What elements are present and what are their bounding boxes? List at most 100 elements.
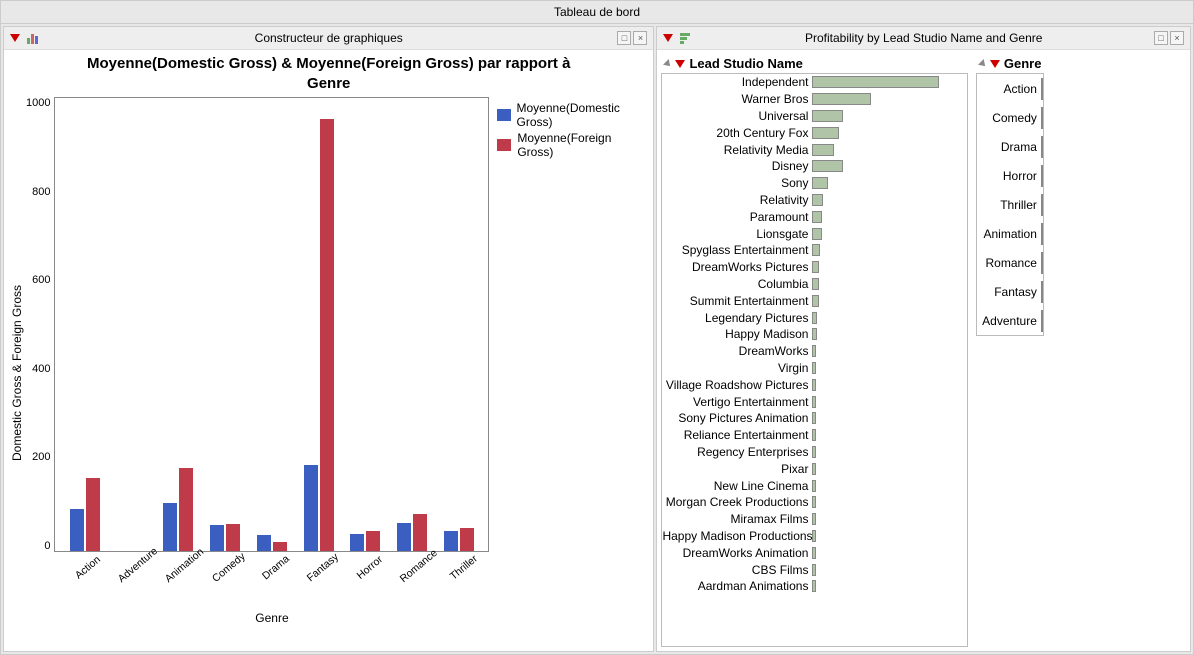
section-header[interactable]: Lead Studio Name (661, 54, 967, 73)
hbar-label: New Line Cinema (662, 479, 812, 493)
x-tick: Thriller (445, 550, 483, 585)
hbar-row[interactable]: Columbia (662, 276, 966, 293)
close-button[interactable]: × (1170, 31, 1184, 45)
hbar-row[interactable]: Reliance Entertainment (662, 427, 966, 444)
hbar-row[interactable]: Horror (977, 161, 1043, 190)
legend-swatch (497, 109, 510, 121)
hbar-row[interactable]: Spyglass Entertainment (662, 242, 966, 259)
hbar-cell (812, 544, 966, 561)
hbar-cell (812, 309, 966, 326)
bar[interactable] (350, 534, 364, 551)
bar[interactable] (304, 465, 318, 551)
hbar-label: DreamWorks Pictures (662, 260, 812, 274)
hbar-label: Happy Madison (662, 327, 812, 341)
bar[interactable] (413, 514, 427, 551)
dropdown-icon[interactable] (10, 34, 20, 42)
hbar-row[interactable]: Legendary Pictures (662, 309, 966, 326)
hbar-cell (1041, 277, 1043, 306)
hbar-cell (812, 108, 966, 125)
chart-title: Moyenne(Domestic Gross) & Moyenne(Foreig… (8, 54, 649, 93)
close-button[interactable]: × (633, 31, 647, 45)
hbar-row[interactable]: Virgin (662, 360, 966, 377)
hbar-label: Independent (662, 75, 812, 89)
hbar-cell (1041, 132, 1043, 161)
bar[interactable] (460, 528, 474, 551)
y-tick: 1000 (26, 97, 50, 109)
hbar-row[interactable]: Disney (662, 158, 966, 175)
bar[interactable] (273, 542, 287, 551)
hbar-cell (812, 124, 966, 141)
legend-item[interactable]: Moyenne(Domestic Gross) (497, 101, 649, 129)
hbar-row[interactable]: DreamWorks (662, 343, 966, 360)
hbar-cell (812, 242, 966, 259)
hbar-row[interactable]: Lionsgate (662, 225, 966, 242)
hbar-row[interactable]: Warner Bros (662, 91, 966, 108)
x-tick: Fantasy (304, 550, 342, 585)
bar[interactable] (70, 509, 84, 551)
genre-section: Genre ActionComedyDramaHorrorThrillerAni… (976, 54, 1186, 647)
hbar (812, 177, 827, 189)
hbar (812, 127, 838, 139)
hbar-row[interactable]: Action (977, 74, 1043, 103)
hbar-chart-icon (679, 31, 693, 45)
hbar-row[interactable]: Vertigo Entertainment (662, 393, 966, 410)
hbar-row[interactable]: Aardman Animations (662, 578, 966, 595)
hbar-label: Village Roadshow Pictures (662, 378, 812, 392)
hbar-label: Columbia (662, 277, 812, 291)
hbar-row[interactable]: Fantasy (977, 277, 1043, 306)
hbar-row[interactable]: New Line Cinema (662, 477, 966, 494)
hbar-row[interactable]: DreamWorks Pictures (662, 259, 966, 276)
hbar-row[interactable]: Sony Pictures Animation (662, 410, 966, 427)
bar[interactable] (320, 119, 334, 551)
bar[interactable] (257, 535, 271, 551)
hbar-row[interactable]: Summit Entertainment (662, 292, 966, 309)
bar[interactable] (163, 503, 177, 551)
hbar-row[interactable]: Sony (662, 175, 966, 192)
hbar-row[interactable]: DreamWorks Animation (662, 544, 966, 561)
hbar-row[interactable]: Pixar (662, 460, 966, 477)
hbar-row[interactable]: Comedy (977, 103, 1043, 132)
legend-item[interactable]: Moyenne(Foreign Gross) (497, 131, 649, 159)
hbar-row[interactable]: Relativity Media (662, 141, 966, 158)
y-tick: 800 (32, 186, 50, 198)
hbar (812, 362, 815, 374)
dropdown-icon[interactable] (675, 60, 685, 68)
hbar-row[interactable]: Drama (977, 132, 1043, 161)
bar[interactable] (397, 523, 411, 551)
dropdown-icon[interactable] (990, 60, 1000, 68)
bar[interactable] (86, 478, 100, 551)
bar[interactable] (226, 524, 240, 551)
bar[interactable] (210, 525, 224, 551)
hbar (812, 144, 834, 156)
hbar-row[interactable]: Adventure (977, 306, 1043, 335)
hbar-label: Warner Bros (662, 92, 812, 106)
hbar-row[interactable]: Happy Madison (662, 326, 966, 343)
bar[interactable] (444, 531, 458, 551)
hbar-row[interactable]: Thriller (977, 190, 1043, 219)
section-header[interactable]: Genre (976, 54, 1186, 73)
hbar-row[interactable]: Universal (662, 108, 966, 125)
hbar-row[interactable]: Paramount (662, 208, 966, 225)
hbar (812, 446, 815, 458)
hbar-row[interactable]: Regency Enterprises (662, 444, 966, 461)
hbar-row[interactable]: Relativity (662, 192, 966, 209)
hbar-row[interactable]: Morgan Creek Productions (662, 494, 966, 511)
hbar (812, 244, 820, 256)
bar[interactable] (179, 468, 193, 551)
right-panel-body: Lead Studio Name Independent Warner Bros U… (657, 50, 1190, 651)
bar-group (392, 514, 432, 551)
bar[interactable] (366, 531, 380, 551)
hbar-row[interactable]: Animation (977, 219, 1043, 248)
hbar-label: Morgan Creek Productions (662, 495, 812, 509)
hbar-row[interactable]: 20th Century Fox (662, 124, 966, 141)
maximize-button[interactable]: □ (617, 31, 631, 45)
section-title: Lead Studio Name (689, 56, 802, 71)
hbar-row[interactable]: Independent (662, 74, 966, 91)
maximize-button[interactable]: □ (1154, 31, 1168, 45)
hbar-row[interactable]: Village Roadshow Pictures (662, 376, 966, 393)
hbar-row[interactable]: CBS Films (662, 561, 966, 578)
dropdown-icon[interactable] (663, 34, 673, 42)
hbar-row[interactable]: Miramax Films (662, 511, 966, 528)
hbar-row[interactable]: Happy Madison Productions (662, 528, 966, 545)
hbar-row[interactable]: Romance (977, 248, 1043, 277)
